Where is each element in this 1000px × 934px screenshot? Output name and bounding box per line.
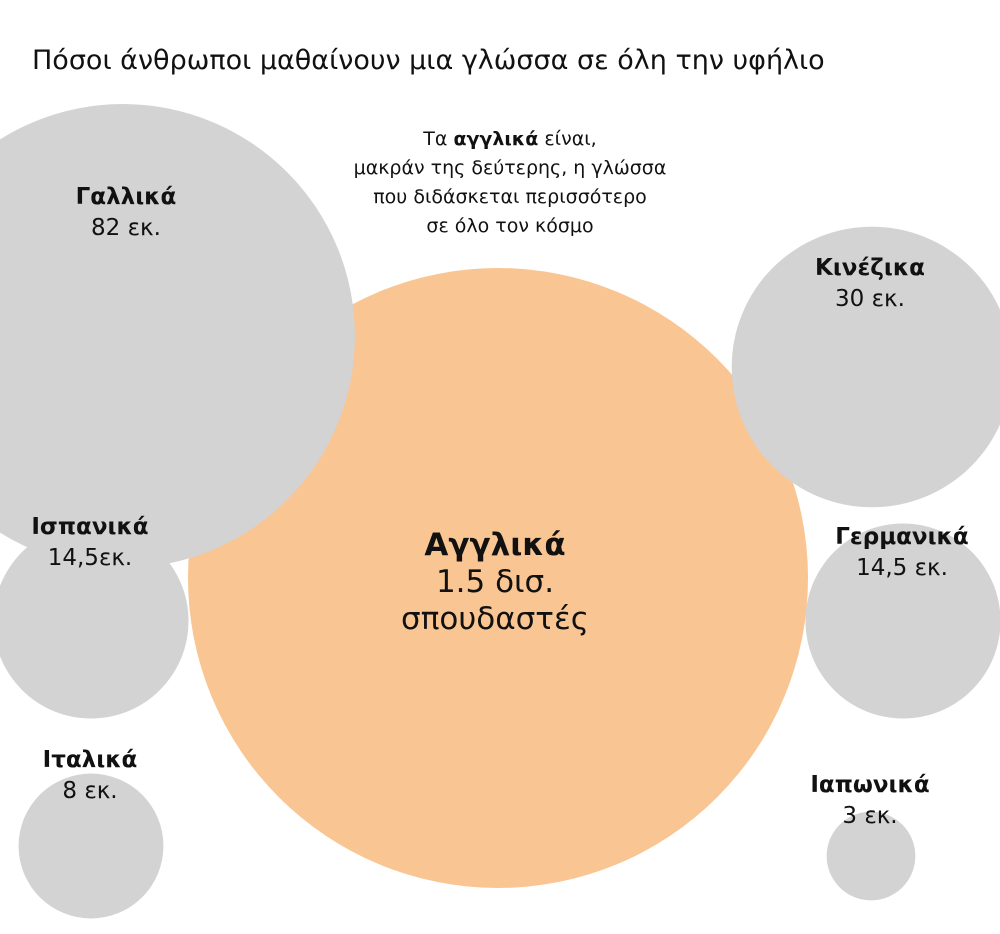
- annotation-line-2: μακράν της δεύτερης, η γλώσσα: [300, 154, 720, 183]
- label-german-name: Γερμανικά: [792, 522, 1000, 553]
- label-german: Γερμανικά 14,5 εκ.: [792, 522, 1000, 584]
- label-english-name: Αγγλικά: [345, 527, 645, 564]
- label-italian-name: Ιταλικά: [0, 745, 200, 776]
- label-french-name: Γαλλικά: [16, 182, 236, 213]
- label-chinese: Κινέζικα 30 εκ.: [760, 253, 980, 315]
- annotation-line-4: σε όλο τον κόσμο: [300, 212, 720, 241]
- label-japanese: Ιαπωνικά 3 εκ.: [760, 770, 980, 832]
- label-french-value: 82 εκ.: [16, 213, 236, 244]
- label-italian: Ιταλικά 8 εκ.: [0, 745, 200, 807]
- label-english-unit: σπουδαστές: [345, 601, 645, 638]
- annotation-line-3: που διδάσκεται περισσότερο: [300, 183, 720, 212]
- label-italian-value: 8 εκ.: [0, 776, 200, 807]
- label-english: Αγγλικά 1.5 δισ. σπουδαστές: [345, 527, 645, 638]
- label-german-value: 14,5 εκ.: [792, 553, 1000, 584]
- label-spanish-value: 14,5εκ.: [0, 543, 200, 574]
- label-english-value: 1.5 δισ.: [345, 564, 645, 601]
- chart-title: Πόσοι άνθρωποι μαθαίνουν μια γλώσσα σε ό…: [32, 45, 825, 76]
- label-spanish-name: Ισπανικά: [0, 512, 200, 543]
- annotation-prefix: Τα: [423, 128, 453, 150]
- label-chinese-value: 30 εκ.: [760, 284, 980, 315]
- annotation-bold: αγγλικά: [453, 128, 538, 150]
- label-spanish: Ισπανικά 14,5εκ.: [0, 512, 200, 574]
- annotation-line-1: Τα αγγλικά είναι,: [300, 125, 720, 154]
- label-chinese-name: Κινέζικα: [760, 253, 980, 284]
- label-french: Γαλλικά 82 εκ.: [16, 182, 236, 244]
- label-japanese-value: 3 εκ.: [760, 801, 980, 832]
- label-japanese-name: Ιαπωνικά: [760, 770, 980, 801]
- annotation-suffix: είναι,: [538, 128, 596, 150]
- annotation-text: Τα αγγλικά είναι, μακράν της δεύτερης, η…: [300, 125, 720, 241]
